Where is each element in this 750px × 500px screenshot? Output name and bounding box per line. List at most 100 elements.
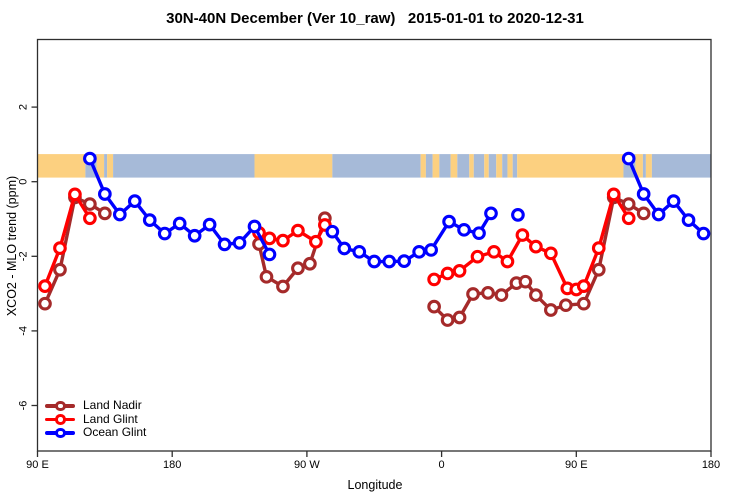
data-point-marker	[68, 187, 82, 202]
map-band-ocean-segment	[512, 154, 518, 178]
data-point-marker	[576, 296, 591, 311]
legend-item-land-glint: Land Glint	[45, 412, 146, 427]
y-tick-label: -6	[18, 401, 30, 411]
map-band-land-segment	[107, 154, 114, 178]
legend-label: Ocean Glint	[83, 425, 147, 439]
data-point-marker	[470, 249, 485, 264]
data-point-marker	[484, 206, 498, 221]
data-point-marker	[202, 217, 217, 232]
data-point-marker	[276, 233, 290, 248]
plot-box	[36, 38, 712, 452]
map-band-ocean-segment	[113, 154, 255, 178]
map-band-ocean-segment	[332, 154, 421, 178]
data-point-marker	[442, 214, 456, 229]
map-band-ocean-segment	[85, 154, 97, 178]
x-tick-label: 180	[702, 459, 720, 471]
map-band-ocean-segment	[488, 154, 497, 178]
chart-title: 30N-40N December (Ver 10_raw) 2015-01-01…	[166, 10, 584, 27]
data-point-marker	[440, 266, 455, 281]
data-point-marker	[576, 279, 591, 293]
map-band-ocean-segment	[457, 154, 470, 178]
data-point-marker	[558, 298, 573, 313]
legend-item-land-nadir: Land Nadir	[45, 398, 146, 413]
map-band-land-segment	[507, 154, 513, 178]
map-band-ocean-segment	[439, 154, 451, 178]
map-band-land-segment	[469, 154, 474, 178]
x-axis-label: Longitude	[347, 478, 403, 492]
data-point-marker	[696, 226, 711, 241]
map-band-ocean-segment	[104, 154, 108, 178]
data-point-marker	[262, 231, 277, 246]
map-band-land-segment	[420, 154, 426, 178]
map-band-land-segment	[450, 154, 458, 178]
data-point-marker	[621, 197, 636, 211]
data-point-marker	[681, 213, 696, 227]
data-point-marker	[424, 243, 438, 257]
ocean-glint-line-marker-icon	[45, 427, 75, 439]
data-point-marker	[53, 262, 67, 277]
map-band-land-segment	[96, 154, 105, 178]
data-point-marker	[621, 151, 636, 166]
data-point-marker	[217, 237, 232, 252]
data-point-marker	[511, 208, 525, 222]
x-tick-label: 180	[163, 459, 181, 471]
data-point-marker	[666, 194, 681, 208]
map-band-ocean-segment	[651, 154, 711, 178]
land-ocean-map-band	[37, 154, 711, 178]
data-point-marker	[83, 197, 97, 211]
series-line	[432, 195, 646, 322]
data-point-marker	[606, 187, 621, 202]
data-point-marker	[367, 254, 382, 269]
y-tick-label: 0	[18, 179, 30, 185]
data-point-marker	[157, 226, 172, 241]
data-point-marker	[309, 234, 323, 249]
map-band-land-segment	[432, 154, 440, 178]
data-point-marker	[187, 228, 202, 243]
data-point-marker	[515, 228, 530, 242]
x-tick-label: 0	[439, 459, 445, 471]
data-point-marker	[457, 222, 471, 237]
data-point-marker	[440, 313, 455, 327]
series-land-glint	[38, 187, 636, 297]
map-band-ocean-segment	[623, 154, 636, 178]
map-band-land-segment	[484, 154, 489, 178]
data-point-marker	[452, 310, 467, 325]
series-line	[43, 192, 92, 288]
series-land-nadir	[38, 190, 651, 327]
series-ocean-glint	[83, 151, 711, 269]
data-point-marker	[518, 274, 533, 289]
data-point-marker	[621, 211, 636, 226]
data-point-marker	[544, 303, 558, 317]
data-point-marker	[472, 226, 486, 241]
x-tick-label: 90 E	[565, 459, 588, 471]
data-point-marker	[276, 279, 290, 294]
data-point-marker	[97, 206, 112, 221]
data-point-marker	[452, 263, 467, 278]
data-point-marker	[337, 241, 352, 256]
data-point-marker	[303, 256, 317, 271]
data-point-marker	[382, 254, 397, 269]
map-band-land-segment	[645, 154, 652, 178]
land-glint-line-marker-icon	[45, 414, 75, 425]
data-point-marker	[83, 211, 97, 226]
map-band-ocean-segment	[425, 154, 433, 178]
data-point-marker	[427, 272, 441, 287]
data-point-marker	[651, 207, 666, 222]
data-point-marker	[97, 187, 112, 201]
data-point-marker	[636, 187, 651, 201]
data-point-marker	[291, 223, 305, 238]
data-point-marker	[262, 247, 277, 262]
data-point-marker	[38, 279, 52, 293]
data-point-marker	[427, 299, 441, 314]
data-point-marker	[544, 246, 558, 261]
data-point-marker	[247, 219, 262, 234]
map-band-land-segment	[496, 154, 503, 178]
data-point-marker	[325, 224, 340, 239]
data-point-marker	[412, 244, 427, 259]
land-nadir-line-marker-icon	[45, 400, 75, 412]
data-point-marker	[112, 207, 127, 222]
x-axis-ticks: 90 E 180 90 W 0 90 E 180	[26, 451, 720, 471]
x-tick-label: 90 W	[294, 459, 320, 471]
